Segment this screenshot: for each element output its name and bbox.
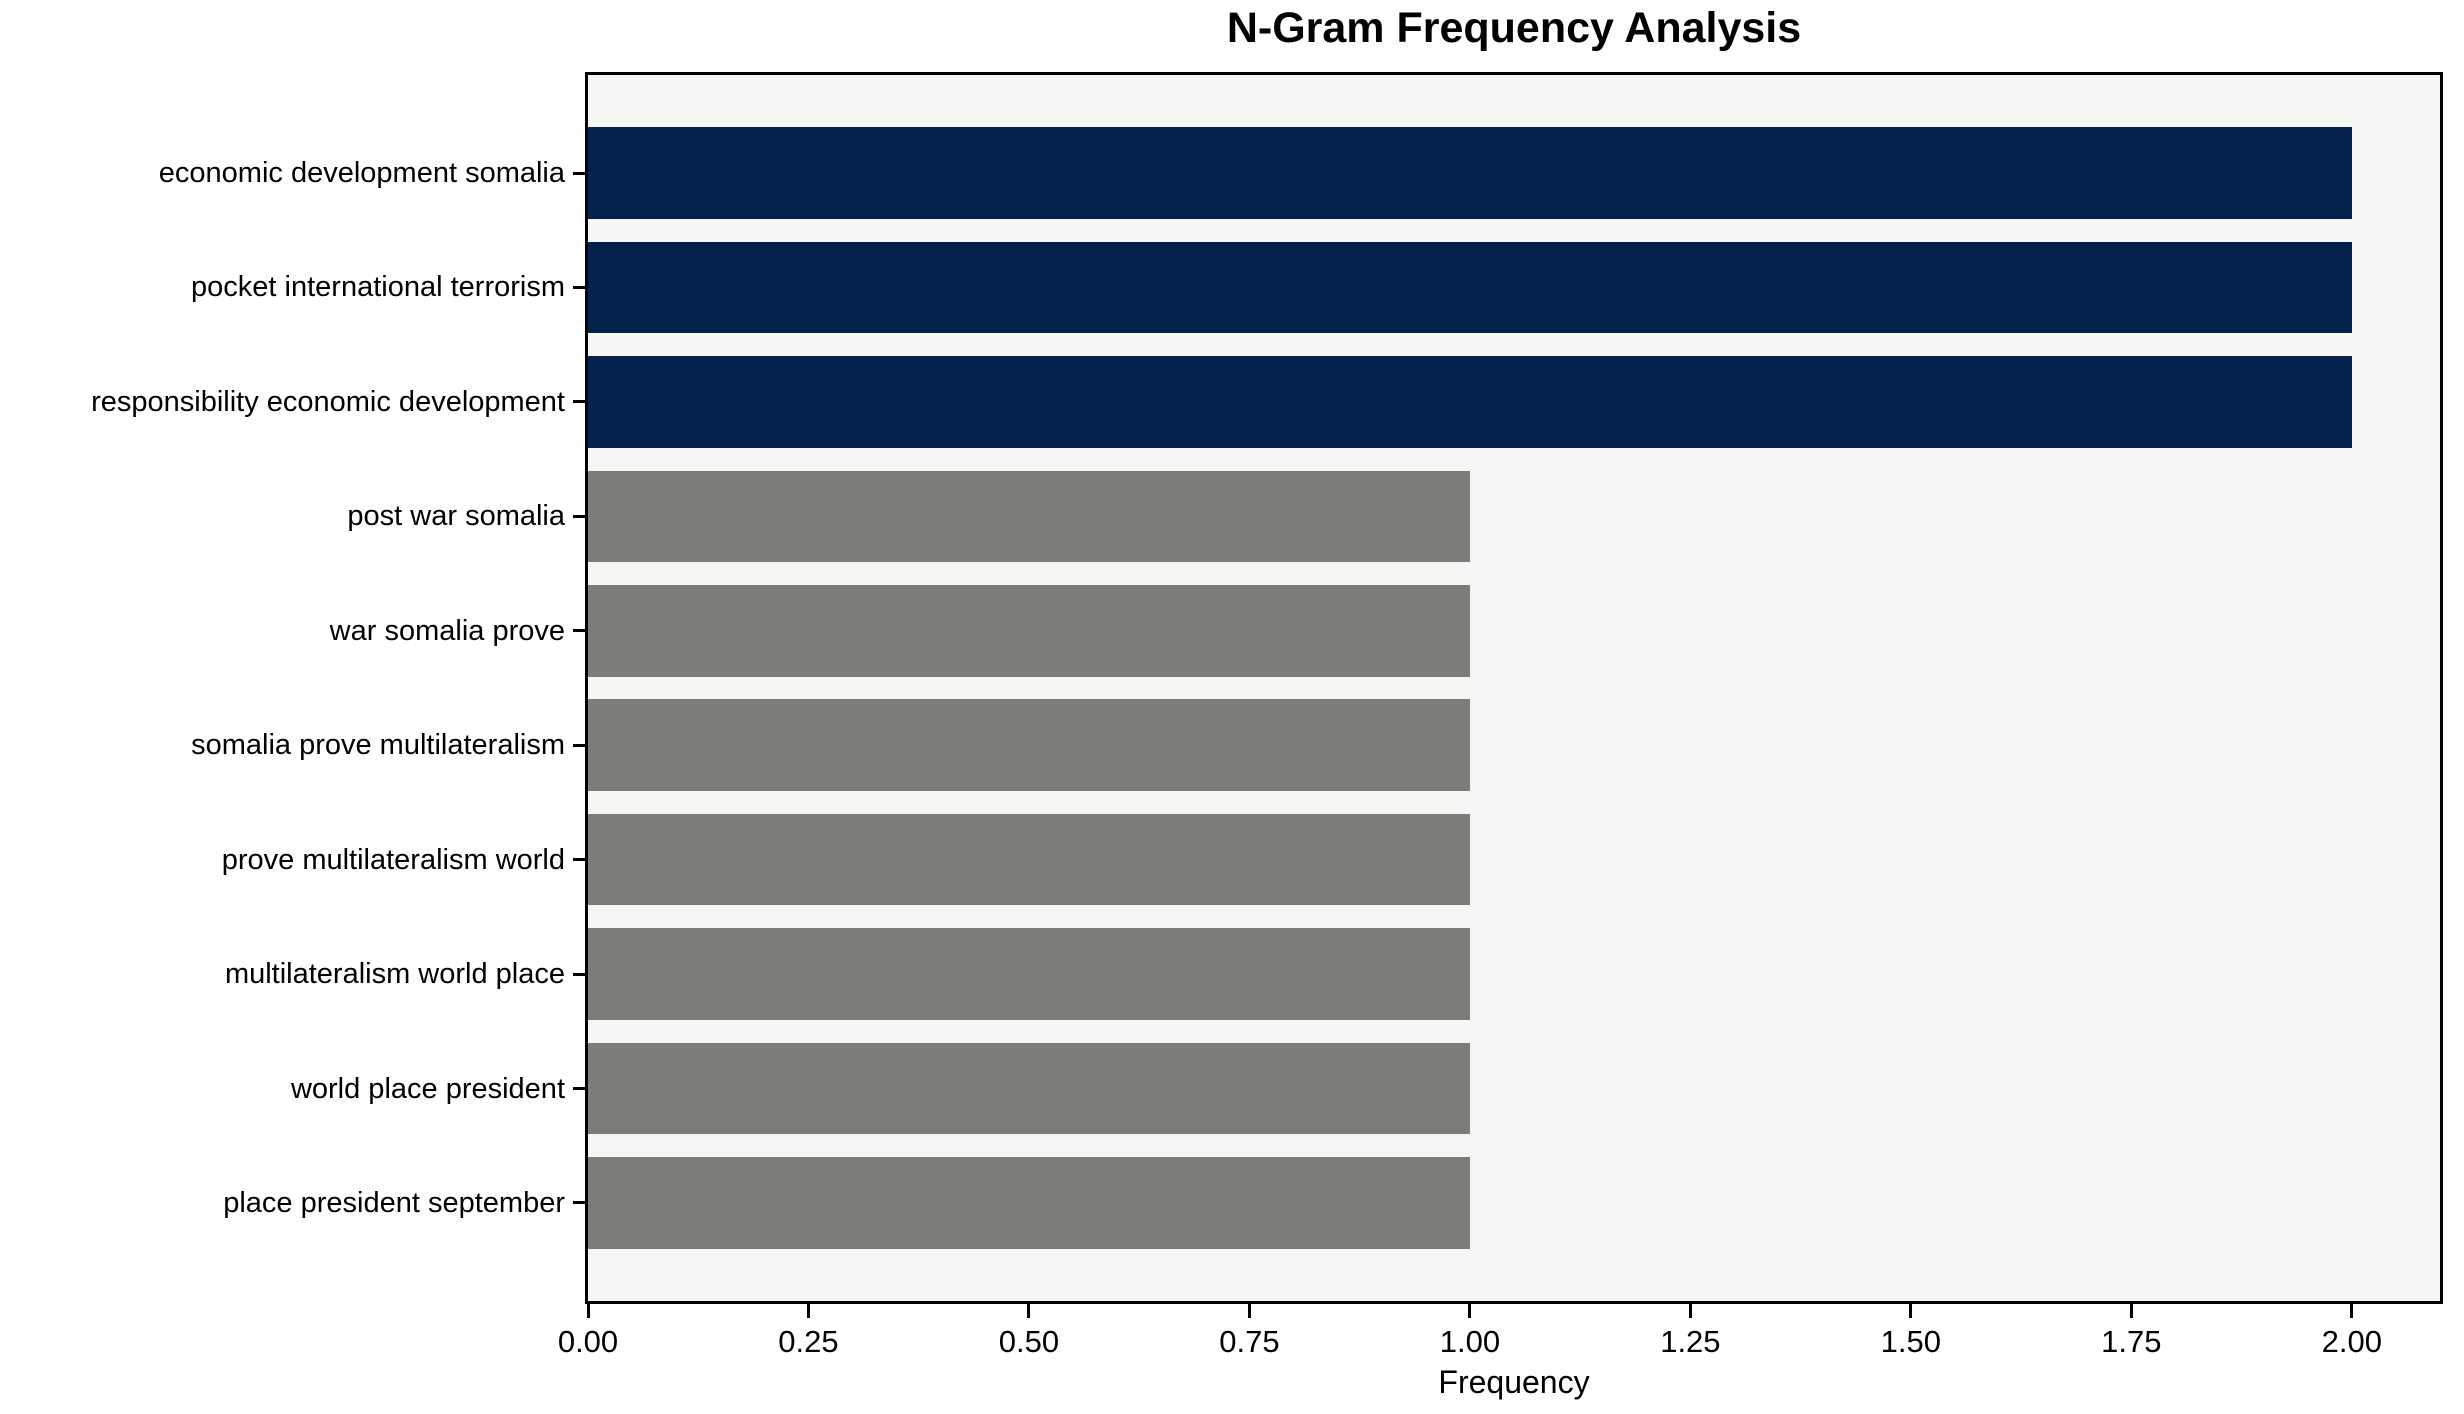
- x-tick-label: 1.25: [1660, 1324, 1721, 1359]
- x-tick-mark: [586, 1304, 590, 1318]
- y-tick-mark: [573, 972, 585, 976]
- y-tick-label: pocket international terrorism: [191, 271, 565, 304]
- x-tick-label: 0.75: [1219, 1324, 1280, 1359]
- bar-multilateralism-world-place: [588, 928, 1470, 1020]
- y-tick-label: world place president: [290, 1072, 565, 1105]
- y-tick-mark: [573, 171, 585, 175]
- plot-area: [585, 72, 2443, 1304]
- chart-title: N-Gram Frequency Analysis: [1226, 4, 1802, 52]
- y-tick-mark: [573, 743, 585, 747]
- x-tick-label: 1.50: [1880, 1324, 1942, 1359]
- x-tick-mark: [1027, 1304, 1031, 1318]
- x-tick-mark: [1468, 1304, 1472, 1318]
- bar-economic-development-somalia: [588, 127, 2352, 219]
- y-tick-label: prove multilateralism world: [221, 843, 565, 876]
- y-tick-label: multilateralism world place: [224, 958, 565, 991]
- x-tick-label: 1.75: [2101, 1324, 2162, 1359]
- x-tick-mark: [1909, 1304, 1913, 1318]
- x-tick-label: 2.00: [2321, 1324, 2382, 1359]
- bar-prove-multilateralism-world: [588, 813, 1470, 906]
- y-tick-mark: [573, 285, 585, 289]
- y-tick-label: economic development somalia: [158, 157, 565, 189]
- bar-pocket-international-terrorism: [588, 241, 2352, 334]
- y-tick-mark: [573, 629, 585, 633]
- x-tick-label: 0.00: [557, 1324, 619, 1359]
- y-tick-mark: [573, 400, 585, 404]
- y-tick-label: responsibility economic development: [91, 385, 565, 418]
- x-tick-mark: [806, 1304, 810, 1318]
- bar-war-somalia-prove: [588, 585, 1470, 677]
- y-tick-label: somalia prove multilateralism: [191, 729, 565, 762]
- y-tick-label: war somalia prove: [329, 614, 565, 647]
- x-tick-mark: [2350, 1304, 2354, 1318]
- y-tick-mark: [573, 1201, 585, 1205]
- y-tick-mark: [573, 514, 585, 518]
- x-tick-mark: [1247, 1304, 1251, 1318]
- y-tick-label: post war somalia: [347, 500, 565, 533]
- bar-place-president-september: [588, 1157, 1470, 1249]
- x-tick-mark: [2129, 1304, 2133, 1318]
- x-tick-mark: [1688, 1304, 1692, 1318]
- x-tick-label: 0.50: [998, 1324, 1060, 1359]
- y-tick-label: place president september: [223, 1186, 565, 1219]
- bar-somalia-prove-multilateralism: [588, 699, 1470, 791]
- x-axis-label: Frequency: [1438, 1364, 1590, 1400]
- x-tick-label: 1.00: [1439, 1324, 1501, 1359]
- y-tick-mark: [573, 1087, 585, 1091]
- x-tick-label: 0.25: [778, 1324, 839, 1359]
- y-tick-mark: [573, 858, 585, 862]
- bar-responsibility-economic-development: [588, 356, 2352, 448]
- bar-world-place-president: [588, 1042, 1470, 1135]
- bar-post-war-somalia: [588, 470, 1470, 563]
